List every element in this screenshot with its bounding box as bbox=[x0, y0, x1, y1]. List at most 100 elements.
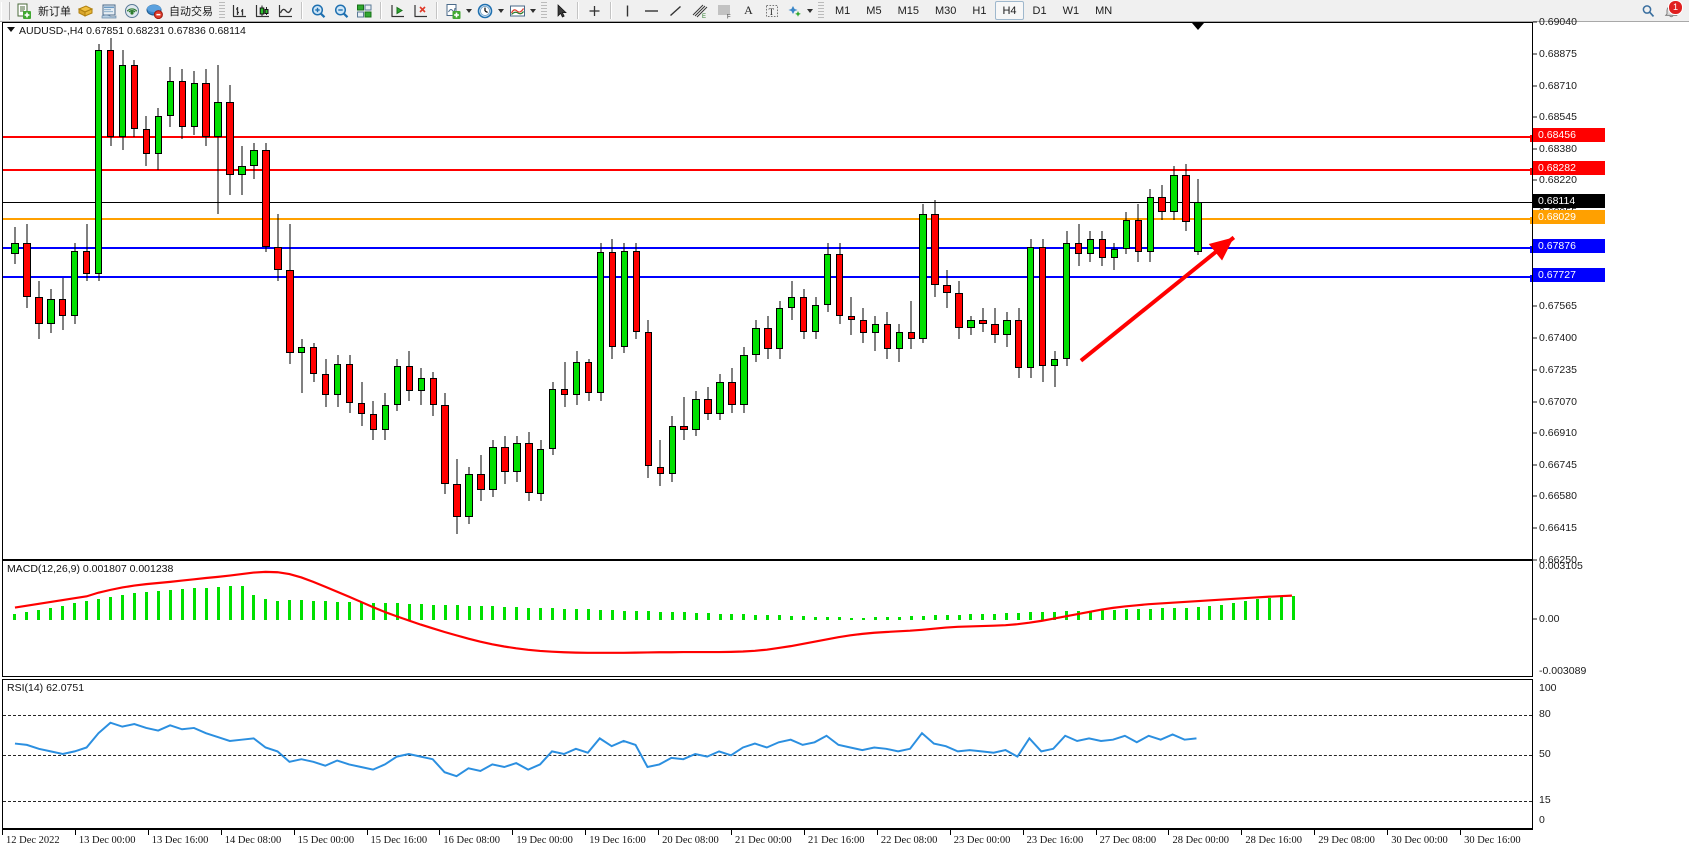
support-level-1[interactable]: 0.67876 bbox=[1533, 239, 1605, 254]
indicators-icon[interactable] bbox=[443, 1, 464, 21]
current-price-label[interactable]: 0.68114 bbox=[1533, 193, 1605, 208]
timeframe-m15[interactable]: M15 bbox=[897, 4, 919, 17]
signal-icon[interactable] bbox=[121, 1, 142, 21]
autotrading-icon[interactable] bbox=[144, 1, 165, 21]
timeframe-m1[interactable]: M1 bbox=[835, 4, 851, 17]
wallet-icon[interactable] bbox=[75, 1, 96, 21]
auto-scroll-icon[interactable] bbox=[410, 1, 431, 21]
macd-pane[interactable]: MACD(12,26,9) 0.001807 0.001238 bbox=[2, 560, 1533, 677]
price-line-0.67876[interactable] bbox=[3, 246, 1532, 254]
macd-histogram-bar bbox=[503, 606, 507, 620]
auto-trading-label[interactable]: 自动交易 bbox=[169, 5, 213, 18]
price-line-handle[interactable] bbox=[1530, 168, 1532, 176]
bar-chart-icon[interactable] bbox=[229, 1, 250, 21]
price-axis[interactable]: 0.69040 0.68875 0.68710 0.68545 0.68380 0.682… bbox=[1533, 16, 1689, 859]
time-tick-mark bbox=[1095, 830, 1097, 835]
macd-histogram-bar bbox=[419, 604, 423, 620]
fibonacci-icon[interactable]: F bbox=[713, 1, 736, 21]
equidistant-channel-icon[interactable]: E bbox=[688, 1, 711, 21]
zoom-out-icon[interactable] bbox=[331, 1, 352, 21]
macd-histogram-bar bbox=[790, 615, 794, 620]
pivot-level[interactable]: 0.68029 bbox=[1533, 209, 1605, 224]
chart-shift-icon[interactable] bbox=[387, 1, 408, 21]
draw-objects-icon[interactable] bbox=[784, 1, 805, 21]
period-dropdown-caret[interactable] bbox=[498, 8, 504, 13]
macd-histogram-bar bbox=[192, 588, 196, 620]
price-line-0.68282[interactable] bbox=[3, 168, 1532, 176]
candle bbox=[716, 23, 724, 559]
candle-body bbox=[919, 213, 927, 340]
search-icon[interactable] bbox=[1638, 1, 1659, 21]
text-icon[interactable]: A bbox=[744, 3, 753, 17]
cursor-icon[interactable] bbox=[551, 1, 572, 21]
price-line-handle[interactable] bbox=[1530, 216, 1532, 224]
terminal-icon[interactable] bbox=[98, 1, 119, 21]
macd-histogram-bar bbox=[360, 602, 364, 620]
macd-histogram-bar bbox=[587, 609, 591, 620]
vertical-line-icon[interactable] bbox=[617, 1, 638, 21]
candle-body bbox=[1182, 175, 1190, 222]
timeframe-mn[interactable]: MN bbox=[1095, 4, 1113, 17]
price-tick-mark bbox=[1533, 527, 1537, 529]
candle-body bbox=[764, 327, 772, 349]
chart-collapse-icon[interactable] bbox=[7, 27, 15, 32]
period-icon[interactable] bbox=[475, 1, 496, 21]
candle bbox=[931, 23, 939, 559]
candlestick-chart-icon[interactable] bbox=[252, 1, 273, 21]
price-line-0.68456[interactable] bbox=[3, 134, 1532, 142]
indicators-dropdown-caret[interactable] bbox=[466, 8, 472, 13]
candle bbox=[1158, 23, 1166, 559]
rsi-pane[interactable]: RSI(14) 62.0751 bbox=[2, 679, 1533, 829]
new-order-label[interactable]: 新订单 bbox=[38, 5, 71, 18]
candle bbox=[35, 23, 43, 559]
crosshair-icon[interactable] bbox=[584, 1, 605, 21]
tile-windows-icon[interactable] bbox=[354, 1, 375, 21]
resistance-level-1[interactable]: 0.68282 bbox=[1533, 161, 1605, 176]
candle-body bbox=[118, 65, 127, 137]
resistance-level-2[interactable]: 0.68456 bbox=[1533, 127, 1605, 142]
timeframe-w1[interactable]: W1 bbox=[1062, 4, 1080, 17]
candle bbox=[1194, 23, 1202, 559]
toolbar-grip-3[interactable] bbox=[541, 1, 547, 20]
candle-body bbox=[752, 327, 760, 355]
price-line-0.68029[interactable] bbox=[3, 216, 1532, 224]
candle bbox=[1170, 23, 1178, 559]
candle-body bbox=[178, 80, 186, 128]
candle-body bbox=[859, 319, 868, 334]
time-axis[interactable]: 12 Dec 2022 13 Dec 00:00 13 Dec 16:00 14 De… bbox=[2, 829, 1533, 859]
text-label-icon[interactable]: T bbox=[761, 1, 782, 21]
candle bbox=[1134, 23, 1142, 559]
line-chart-icon[interactable] bbox=[275, 1, 296, 21]
timeframe-h1[interactable]: H1 bbox=[972, 4, 987, 17]
draw-objects-dropdown-caret[interactable] bbox=[807, 8, 813, 13]
candle-body bbox=[537, 449, 545, 494]
trendline-icon[interactable] bbox=[665, 1, 686, 21]
price-line-0.68114[interactable] bbox=[3, 201, 1532, 203]
price-tick-label: 0.67400 bbox=[1539, 332, 1577, 345]
candle-body bbox=[788, 296, 796, 309]
price-line-handle[interactable] bbox=[1530, 134, 1532, 142]
zoom-in-icon[interactable] bbox=[308, 1, 329, 21]
macd-histogram-bar bbox=[563, 608, 567, 620]
candle bbox=[417, 23, 425, 559]
toolbar-grip[interactable] bbox=[1, 1, 10, 20]
chart-area[interactable]: AUDUSD-,H4 0.67851 0.68231 0.67836 0.681… bbox=[0, 16, 1689, 859]
toolbar-grip-4[interactable] bbox=[818, 1, 824, 20]
rsi-pane-title: RSI(14) 62.0751 bbox=[7, 682, 85, 694]
price-line-handle[interactable] bbox=[1530, 246, 1532, 254]
timeframe-m30[interactable]: M30 bbox=[934, 4, 957, 17]
price-pane[interactable]: AUDUSD-,H4 0.67851 0.68231 0.67836 0.681… bbox=[2, 22, 1533, 560]
candle bbox=[82, 23, 91, 559]
templates-dropdown-caret[interactable] bbox=[530, 8, 536, 13]
support-level-2[interactable]: 0.67727 bbox=[1533, 268, 1605, 283]
new-order-icon[interactable] bbox=[13, 1, 34, 21]
timeframe-h4[interactable]: H4 bbox=[995, 1, 1024, 20]
price-line-0.67727[interactable] bbox=[3, 275, 1532, 283]
price-line-handle[interactable] bbox=[1530, 275, 1532, 283]
timeframe-d1[interactable]: D1 bbox=[1032, 4, 1047, 17]
timeframe-m5[interactable]: M5 bbox=[866, 4, 882, 17]
toolbar-grip-2[interactable] bbox=[219, 1, 225, 20]
notifications-icon[interactable]: 1 bbox=[1661, 0, 1683, 21]
templates-icon[interactable] bbox=[507, 1, 528, 21]
horizontal-line-icon[interactable] bbox=[640, 1, 663, 21]
